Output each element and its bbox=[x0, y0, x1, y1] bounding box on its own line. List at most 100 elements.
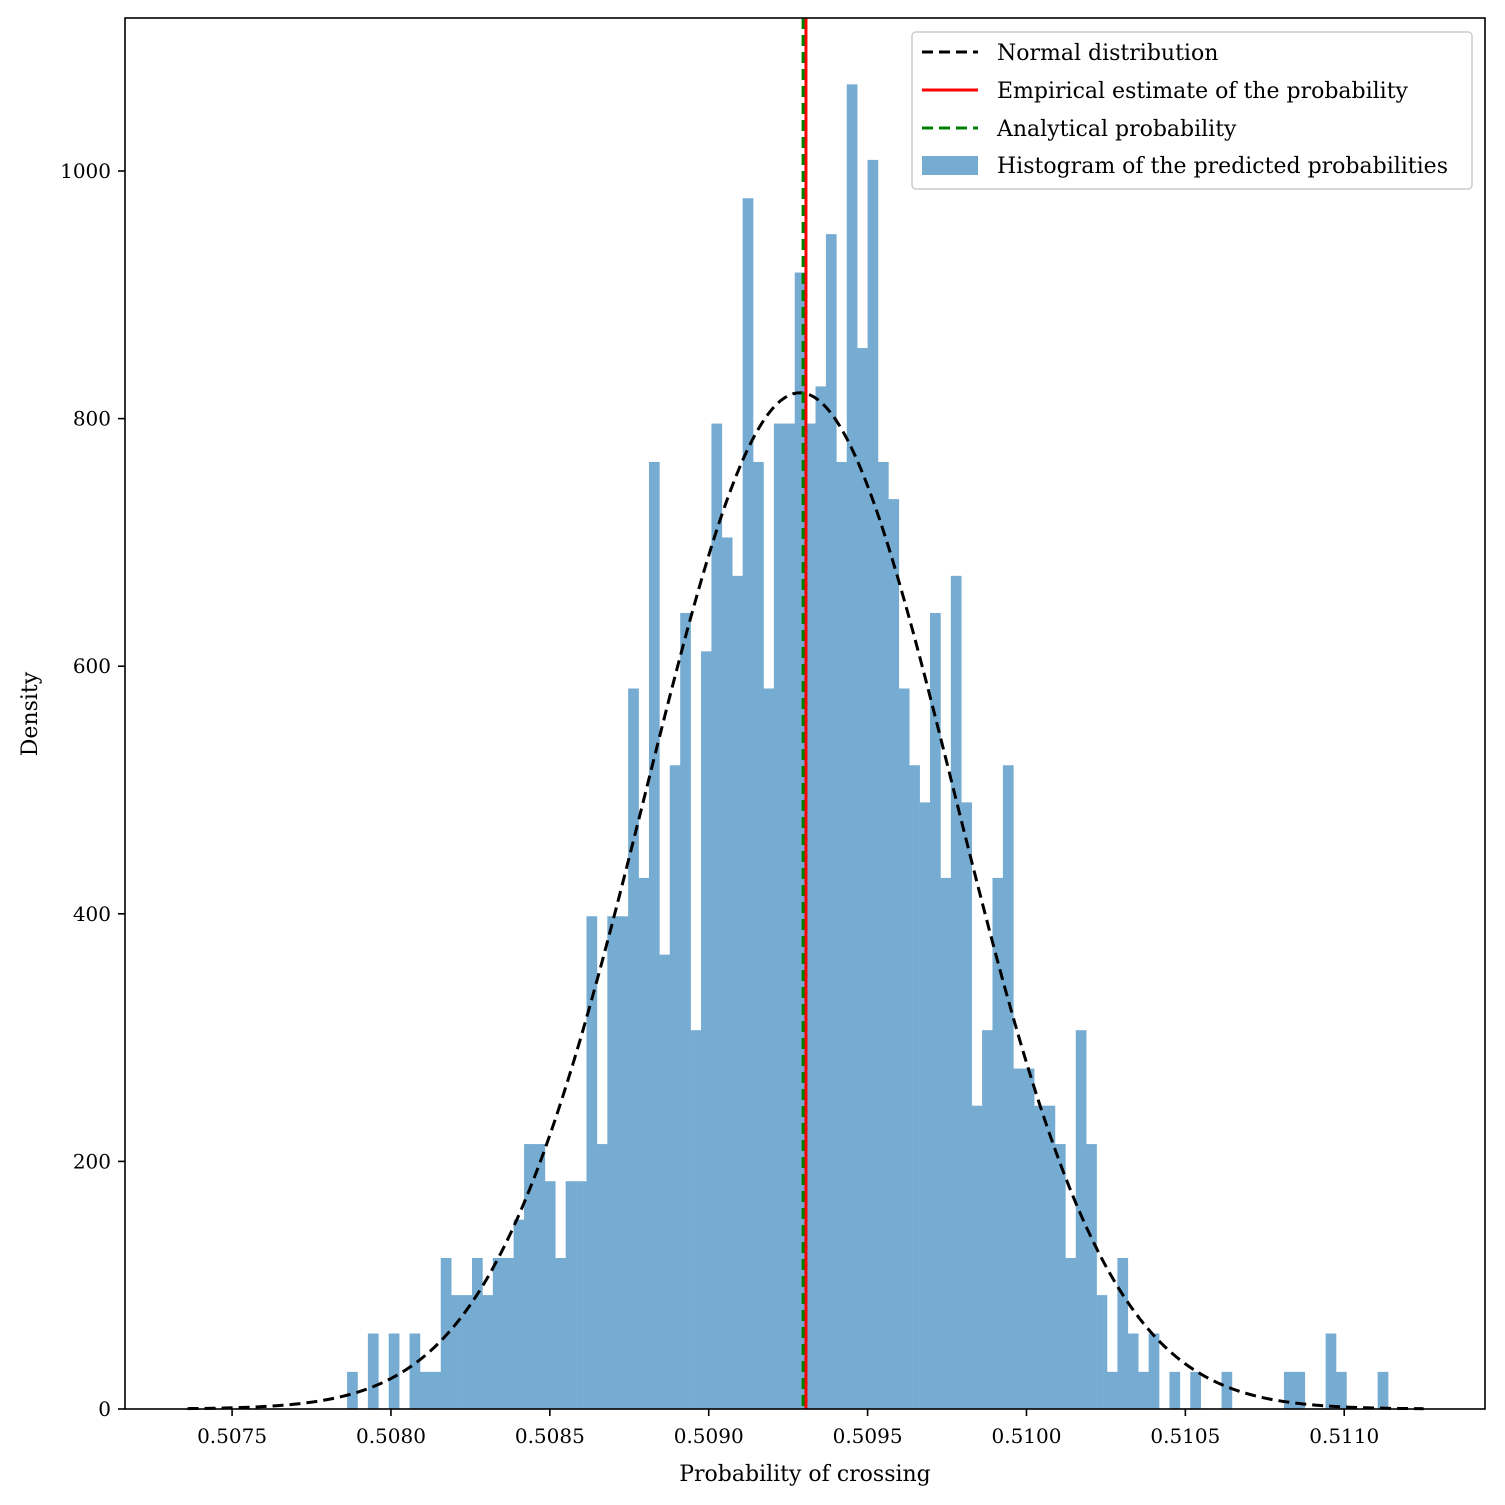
histogram-bar bbox=[836, 461, 848, 1410]
histogram-bar bbox=[794, 272, 806, 1409]
histogram-bar bbox=[461, 1295, 473, 1409]
histogram-bar bbox=[503, 1257, 514, 1409]
histogram-bar bbox=[388, 1333, 400, 1409]
histogram-bar bbox=[690, 1030, 702, 1409]
histogram-bar bbox=[888, 499, 900, 1409]
histogram-bar bbox=[971, 1105, 983, 1409]
histogram-bar bbox=[940, 877, 952, 1409]
histogram-bar bbox=[1148, 1333, 1160, 1409]
histogram-bar bbox=[1117, 1257, 1129, 1409]
legend-box bbox=[911, 31, 1473, 190]
legend: Normal distribution Empirical estimate o… bbox=[911, 31, 1473, 190]
histogram-bar bbox=[555, 1257, 566, 1409]
histogram-bar bbox=[1169, 1371, 1181, 1409]
histogram-bar bbox=[825, 234, 837, 1409]
histogram-bar bbox=[950, 575, 962, 1409]
histogram-bar bbox=[1106, 1371, 1118, 1409]
histogram-bar bbox=[909, 765, 920, 1409]
histogram-bar bbox=[815, 386, 827, 1410]
histogram-bar bbox=[877, 461, 889, 1410]
histogram-bar bbox=[1065, 1257, 1077, 1409]
histogram-bar bbox=[347, 1371, 358, 1409]
histogram-bar bbox=[1294, 1371, 1306, 1409]
plot-frame bbox=[124, 17, 1486, 1410]
histogram-bar bbox=[773, 423, 785, 1409]
histogram-bar bbox=[992, 877, 1004, 1409]
y-tick-label: 800 bbox=[73, 407, 111, 431]
histogram-bar bbox=[524, 1144, 535, 1409]
histogram-bar bbox=[1013, 1068, 1025, 1409]
histogram-bar bbox=[1325, 1333, 1337, 1409]
histogram-bar bbox=[1002, 765, 1014, 1409]
histogram-bar bbox=[471, 1257, 483, 1409]
histogram-bar bbox=[451, 1295, 462, 1409]
histogram-bar bbox=[982, 1030, 993, 1409]
x-tick-label: 0.5090 bbox=[674, 1424, 744, 1448]
histogram-bar bbox=[659, 954, 671, 1409]
histogram-bar bbox=[1075, 1030, 1087, 1409]
histogram-bar bbox=[576, 1181, 587, 1409]
histogram-bar bbox=[1023, 1068, 1035, 1409]
histogram-bar bbox=[1054, 1144, 1066, 1409]
histogram-bar bbox=[419, 1371, 431, 1409]
histogram-bar bbox=[680, 612, 691, 1409]
x-tick-label: 0.5080 bbox=[356, 1424, 426, 1448]
histogram-bar bbox=[409, 1333, 421, 1409]
histogram-bar bbox=[1221, 1371, 1233, 1409]
histogram-bar bbox=[711, 423, 723, 1409]
histogram-bar bbox=[1096, 1295, 1108, 1409]
histogram-bar bbox=[482, 1295, 494, 1409]
histogram-bar bbox=[638, 877, 650, 1409]
histogram-bar bbox=[367, 1333, 379, 1409]
histogram-bar bbox=[919, 802, 931, 1409]
histogram-bar bbox=[628, 688, 639, 1409]
x-tick-label: 0.5105 bbox=[1150, 1424, 1220, 1448]
x-tick-label: 0.5085 bbox=[515, 1424, 585, 1448]
histogram-bar bbox=[492, 1257, 504, 1409]
histogram-bar bbox=[742, 198, 754, 1410]
x-tick-label: 0.5110 bbox=[1309, 1424, 1379, 1448]
normal-distribution-curve bbox=[187, 391, 1424, 1411]
histogram-bar bbox=[784, 423, 795, 1409]
legend-normal-label: Normal distribution bbox=[997, 41, 1218, 66]
histogram-bar bbox=[846, 84, 858, 1410]
histogram-bar bbox=[1377, 1371, 1389, 1409]
histogram-bar bbox=[617, 916, 629, 1409]
histogram-bar bbox=[586, 916, 598, 1409]
histogram-bar bbox=[1283, 1371, 1295, 1409]
histogram-bar bbox=[1086, 1144, 1097, 1409]
histogram-bar bbox=[857, 348, 868, 1409]
y-tick-label: 0 bbox=[98, 1397, 111, 1421]
histogram-bar bbox=[1336, 1371, 1347, 1409]
y-tick-label: 600 bbox=[73, 654, 111, 678]
y-tick-label: 400 bbox=[73, 902, 111, 926]
histogram-bar bbox=[701, 651, 712, 1409]
histogram-bar bbox=[513, 1219, 525, 1409]
histogram-bar bbox=[1044, 1105, 1056, 1409]
x-tick-label: 0.5075 bbox=[197, 1424, 267, 1448]
histogram-bar bbox=[763, 688, 775, 1409]
histogram-bar bbox=[1034, 1105, 1045, 1409]
histogram-bar bbox=[669, 765, 681, 1409]
histogram-bar bbox=[430, 1371, 442, 1409]
histogram-bar bbox=[565, 1181, 577, 1409]
y-axis-ticks: 0 200 400 600 800 1000 bbox=[60, 159, 125, 1421]
histogram-bar bbox=[961, 802, 972, 1409]
histogram-bar bbox=[648, 461, 660, 1410]
histogram-bar bbox=[867, 159, 879, 1410]
x-tick-label: 0.5095 bbox=[833, 1424, 903, 1448]
histogram-bars bbox=[347, 84, 1389, 1410]
histogram-bar bbox=[898, 688, 910, 1409]
histogram-bar bbox=[721, 537, 733, 1409]
histogram-bar bbox=[1127, 1333, 1139, 1409]
histogram-bar bbox=[753, 461, 764, 1410]
legend-empirical-label: Empirical estimate of the probability bbox=[997, 79, 1409, 104]
x-tick-label: 0.5100 bbox=[991, 1424, 1061, 1448]
histogram-bar bbox=[732, 575, 743, 1409]
y-axis-label: Density bbox=[18, 671, 43, 756]
x-axis-ticks: 0.5075 0.5080 0.5085 0.5090 0.5095 0.5100 0.51… bbox=[197, 1409, 1379, 1448]
legend-analytical-label: Analytical probability bbox=[996, 117, 1237, 142]
histogram-bar bbox=[1190, 1371, 1201, 1409]
histogram-bar bbox=[596, 1144, 608, 1409]
histogram-bar bbox=[805, 423, 816, 1409]
